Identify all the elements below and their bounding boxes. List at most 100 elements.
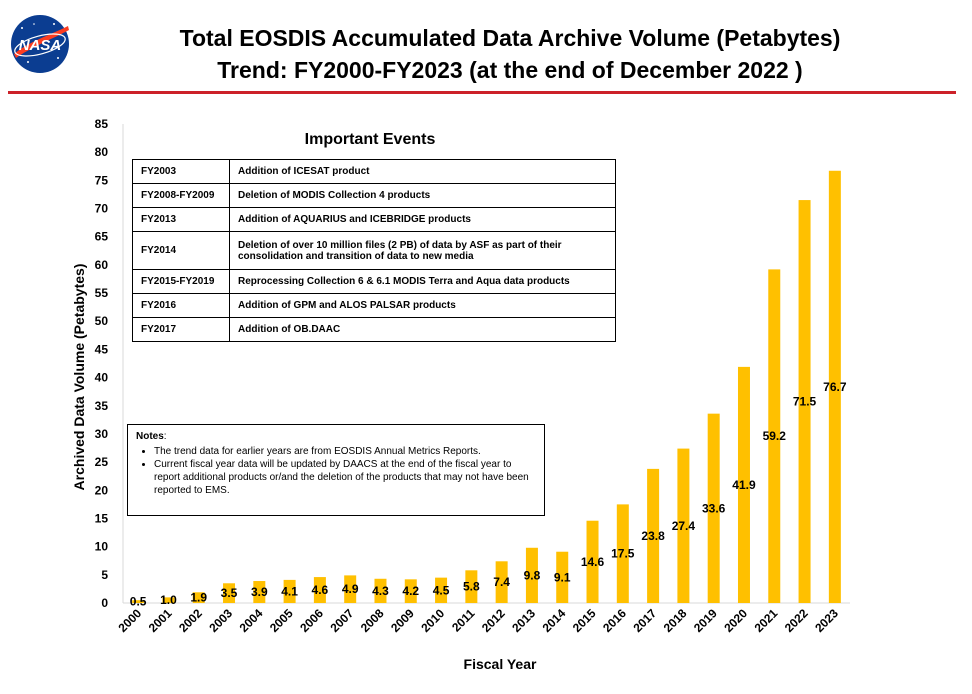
data-label: 4.2: [402, 584, 419, 598]
bar: [313, 577, 326, 603]
bar: [586, 520, 599, 603]
bar: [556, 551, 569, 603]
x-tick-label: 2018: [661, 606, 690, 635]
bars-group: [132, 170, 841, 603]
x-tick-label: 2023: [812, 606, 841, 635]
data-label: 3.5: [221, 586, 238, 600]
bar: [495, 561, 508, 603]
x-tick-label: 2019: [691, 606, 720, 635]
bar: [707, 413, 720, 603]
event-year: FY2016: [132, 293, 230, 318]
bar: [647, 468, 660, 603]
notes-list: The trend data for earlier years are fro…: [136, 445, 536, 497]
data-label: 76.7: [823, 380, 847, 394]
event-description: Deletion of over 10 million files (2 PB)…: [229, 231, 616, 270]
title-line-2: Trend: FY2000-FY2023 (at the end of Dece…: [217, 57, 803, 83]
event-year: FY2008-FY2009: [132, 183, 230, 208]
x-tick-label: 2009: [388, 606, 417, 635]
event-year: FY2015-FY2019: [132, 269, 230, 294]
data-label: 59.2: [763, 429, 787, 443]
bar: [798, 200, 811, 603]
event-description: Reprocessing Collection 6 & 6.1 MODIS Te…: [229, 269, 616, 294]
data-label: 41.9: [732, 478, 756, 492]
events-row: FY2008-FY2009 Deletion of MODIS Collectio…: [132, 183, 616, 208]
bar: [253, 581, 266, 603]
x-tick-label: 2011: [449, 606, 478, 635]
bar: [677, 448, 690, 603]
event-description: Addition of AQUARIUS and ICEBRIDGE produ…: [229, 207, 616, 232]
x-tick-label: 2003: [206, 606, 235, 635]
chart-title: Total EOSDIS Accumulated Data Archive Vo…: [120, 22, 900, 86]
x-axis-label: Fiscal Year: [464, 656, 537, 672]
notes-colon: :: [163, 431, 167, 442]
event-year: FY2003: [132, 159, 230, 184]
bar: [223, 583, 236, 603]
y-tick-label: 75: [95, 173, 109, 187]
x-tick-label: 2021: [752, 606, 781, 635]
events-row: FY2014 Deletion of over 10 million files …: [132, 231, 616, 270]
bar: [525, 547, 538, 603]
bar: [192, 592, 205, 603]
y-tick-label: 60: [95, 258, 109, 272]
x-tick-label: 2006: [297, 606, 326, 635]
x-tick-label: 2004: [237, 606, 266, 635]
x-tick-label: 2016: [600, 606, 629, 635]
bar: [283, 579, 296, 603]
bar: [435, 577, 448, 603]
y-tick-label: 40: [95, 371, 109, 385]
bar: [132, 600, 145, 603]
x-tick-label: 2017: [630, 606, 659, 635]
data-label: 23.8: [641, 529, 665, 543]
x-tick-label: 2002: [176, 606, 205, 635]
data-label: 1.0: [160, 593, 177, 607]
nasa-logo: NASA: [11, 15, 69, 73]
x-tick-label: 2010: [418, 606, 447, 635]
x-tick-label: 2012: [479, 606, 508, 635]
y-axis-ticks: 0 5 10 15 20 25 30 35 40 45 50 55 60 65 70 75 80 85: [95, 117, 109, 610]
data-label: 4.9: [342, 582, 359, 596]
data-label: 7.4: [493, 575, 510, 589]
data-label: 5.8: [463, 580, 480, 594]
event-year: FY2013: [132, 207, 230, 232]
y-axis-label: Archived Data Volume (Petabytes): [71, 264, 87, 491]
x-tick-label: 2022: [782, 606, 811, 635]
x-tick-label: 2005: [267, 606, 296, 635]
y-tick-label: 65: [95, 230, 109, 244]
y-tick-label: 15: [95, 511, 109, 525]
nasa-logo-text: NASA: [19, 37, 62, 54]
events-row: FY2015-FY2019 Reprocessing Collection 6 &…: [132, 269, 616, 294]
data-label: 17.5: [611, 547, 635, 561]
bar: [616, 504, 629, 603]
data-label: 71.5: [793, 395, 817, 409]
x-tick-label: 2000: [115, 606, 144, 635]
event-description: Addition of ICESAT product: [229, 159, 616, 184]
bar: [768, 269, 781, 603]
y-tick-label: 5: [101, 568, 108, 582]
bar: [828, 170, 841, 603]
y-tick-label: 45: [95, 342, 109, 356]
x-tick-label: 2020: [721, 606, 750, 635]
x-tick-label: 2008: [358, 606, 387, 635]
title-divider: [8, 91, 956, 94]
y-tick-label: 55: [95, 286, 109, 300]
events-table: FY2003 Addition of ICESAT product FY2008-F…: [132, 159, 616, 342]
data-label: 4.3: [372, 584, 389, 598]
y-tick-label: 50: [95, 314, 109, 328]
bar: [344, 575, 357, 603]
bar: [162, 597, 175, 603]
y-tick-label: 0: [101, 596, 108, 610]
y-tick-label: 10: [95, 540, 109, 554]
note-item: Current fiscal year data will be updated…: [154, 458, 536, 497]
event-description: Addition of OB.DAAC: [229, 317, 616, 342]
event-description: Addition of GPM and ALOS PALSAR products: [229, 293, 616, 318]
events-title: Important Events: [304, 131, 436, 148]
y-tick-label: 35: [95, 399, 109, 413]
data-label: 4.1: [281, 584, 298, 598]
notes-label: Notes: [136, 431, 164, 442]
events-row: FY2003 Addition of ICESAT product: [132, 159, 616, 184]
event-year: FY2014: [132, 231, 230, 270]
x-tick-label: 2001: [146, 606, 175, 635]
notes-box: Notes: The trend data for earlier years …: [127, 424, 545, 516]
y-tick-label: 85: [95, 117, 109, 131]
x-axis-ticks: 2000 2001 2002 2003 2004 2005 2006 2007 2008 2009…: [115, 606, 841, 635]
